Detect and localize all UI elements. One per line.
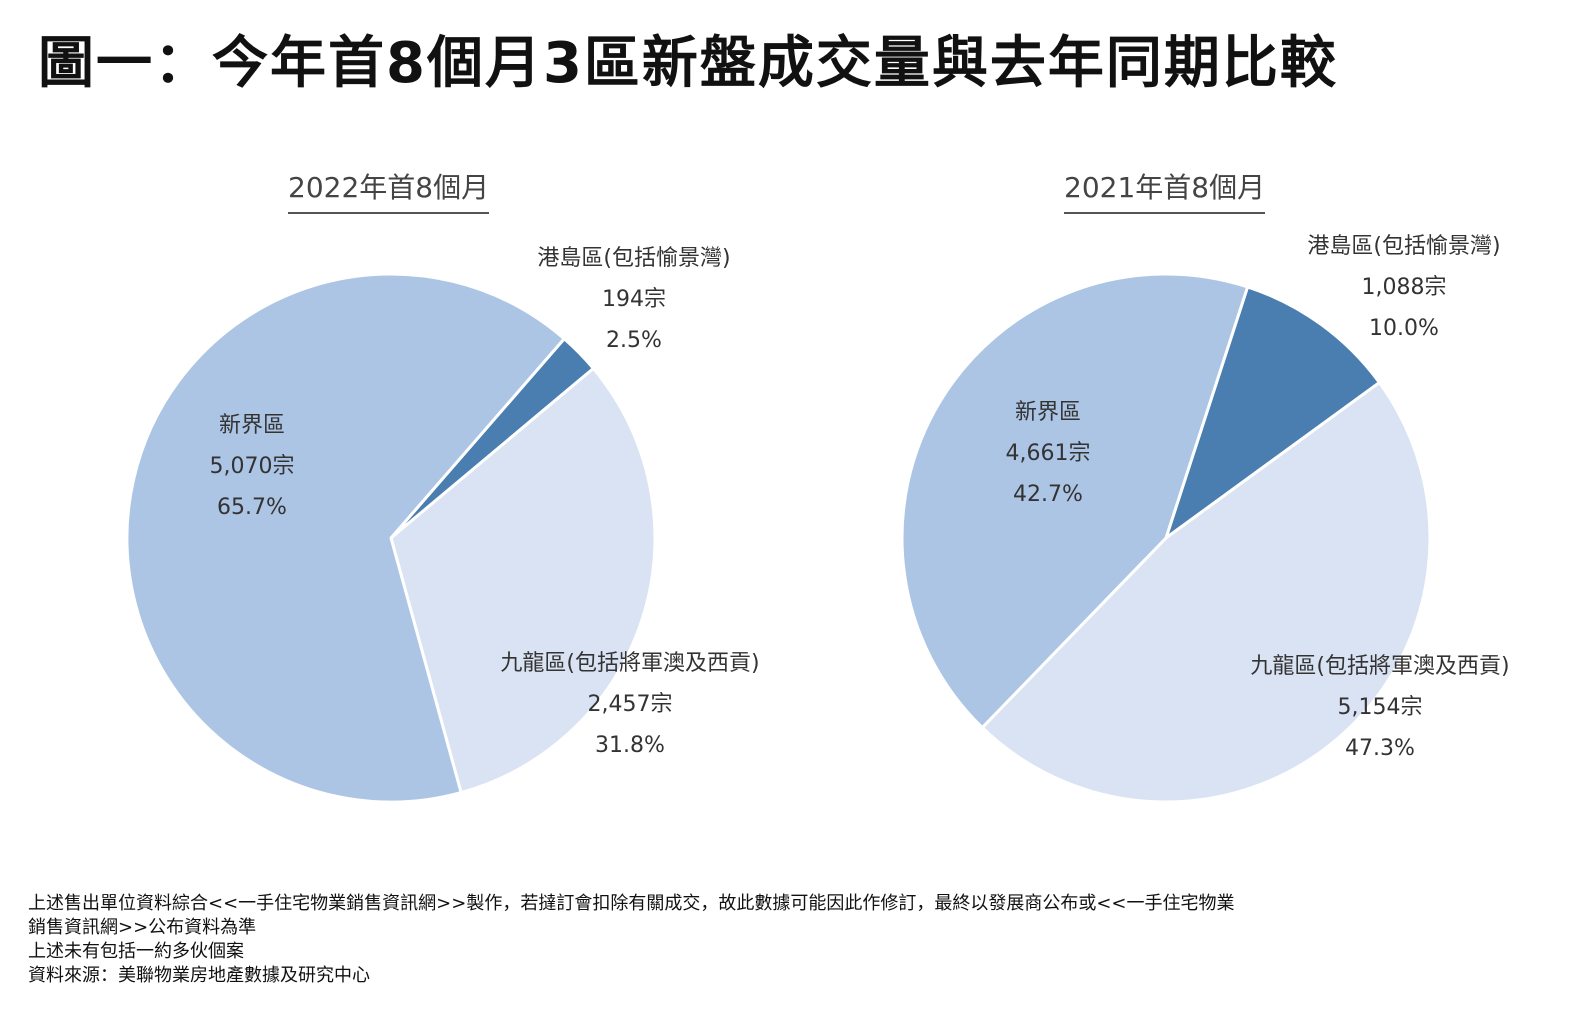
slice-name: 九龍區(包括將軍澳及西貢)	[1250, 654, 1510, 679]
pie-2022-label-new-territories: 新界區 5,070宗 65.7%	[192, 405, 312, 528]
slice-name: 新界區	[218, 413, 285, 438]
footnote-line: 上述售出單位資料綜合<<一手住宅物業銷售資訊網>>製作，若撻訂會扣除有關成交，故…	[28, 893, 1235, 914]
pie-2022-label-kowloon: 九龍區(包括將軍澳及西貢) 2,457宗 31.8%	[482, 643, 778, 766]
footnote-line: 資料來源：美聯物業房地產數據及研究中心	[28, 965, 370, 986]
slice-percent: 2.5%	[606, 328, 662, 353]
pie-slice-kowloon	[389, 366, 657, 795]
slice-count: 194宗	[602, 287, 666, 312]
footnote-line: 上述未有包括一約多伙個案	[28, 941, 244, 962]
pie-2021-label-hk-island: 港島區(包括愉景灣) 1,088宗 10.0%	[1294, 226, 1514, 349]
footnote-line: 銷售資訊網>>公布資料為準	[28, 917, 257, 938]
slice-percent: 47.3%	[1345, 736, 1415, 761]
pie-slice-hk-island	[1164, 285, 1381, 540]
slice-count: 2,457宗	[587, 692, 673, 717]
slice-name: 九龍區(包括將軍澳及西貢)	[500, 651, 760, 676]
pie-slice-kowloon	[980, 381, 1432, 804]
chart-main-title: 圖一：今年首8個月3區新盤成交量與去年同期比較	[38, 31, 1338, 96]
slice-percent: 65.7%	[217, 495, 287, 520]
pie-2022-title: 2022年首8個月	[288, 166, 490, 214]
pie-slice-new-territories	[900, 272, 1250, 730]
pie-2022	[125, 272, 657, 804]
pie-2021-title: 2021年首8個月	[1064, 166, 1266, 214]
pie-2021-label-kowloon: 九龍區(包括將軍澳及西貢) 5,154宗 47.3%	[1232, 646, 1528, 769]
pie-2021-label-new-territories: 新界區 4,661宗 42.7%	[988, 392, 1108, 515]
pie-slice-new-territories	[125, 272, 566, 804]
slice-count: 5,154宗	[1337, 695, 1423, 720]
pie-2022-label-hk-island: 港島區(包括愉景灣) 194宗 2.5%	[524, 238, 744, 361]
slice-name: 港島區(包括愉景灣)	[1307, 234, 1501, 259]
footnotes: 上述售出單位資料綜合<<一手住宅物業銷售資訊網>>製作，若撻訂會扣除有關成交，故…	[28, 892, 1235, 988]
slice-name: 港島區(包括愉景灣)	[537, 246, 731, 271]
slice-count: 4,661宗	[1005, 441, 1091, 466]
slice-percent: 10.0%	[1369, 316, 1439, 341]
slice-percent: 42.7%	[1013, 482, 1083, 507]
slice-count: 1,088宗	[1361, 275, 1447, 300]
slice-percent: 31.8%	[595, 733, 665, 758]
pie-2021	[900, 272, 1432, 804]
slice-name: 新界區	[1014, 400, 1081, 425]
slice-count: 5,070宗	[209, 454, 295, 479]
